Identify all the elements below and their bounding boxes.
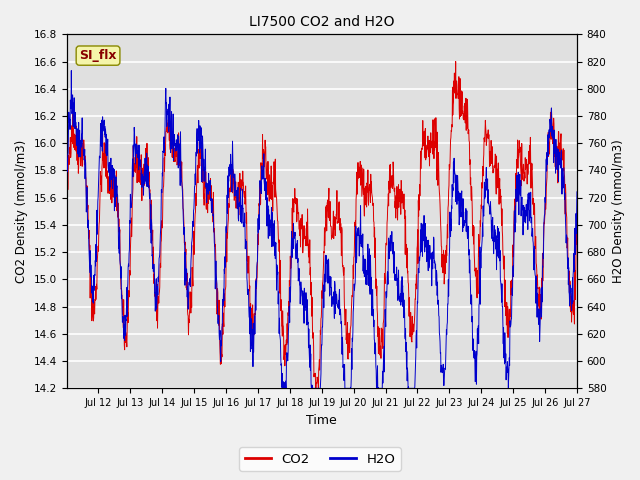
Title: LI7500 CO2 and H2O: LI7500 CO2 and H2O bbox=[249, 15, 394, 29]
Y-axis label: H2O Density (mmol/m3): H2O Density (mmol/m3) bbox=[612, 140, 625, 283]
Text: SI_flx: SI_flx bbox=[79, 49, 116, 62]
Y-axis label: CO2 Density (mmol/m3): CO2 Density (mmol/m3) bbox=[15, 140, 28, 283]
X-axis label: Time: Time bbox=[307, 414, 337, 427]
Legend: CO2, H2O: CO2, H2O bbox=[239, 447, 401, 471]
